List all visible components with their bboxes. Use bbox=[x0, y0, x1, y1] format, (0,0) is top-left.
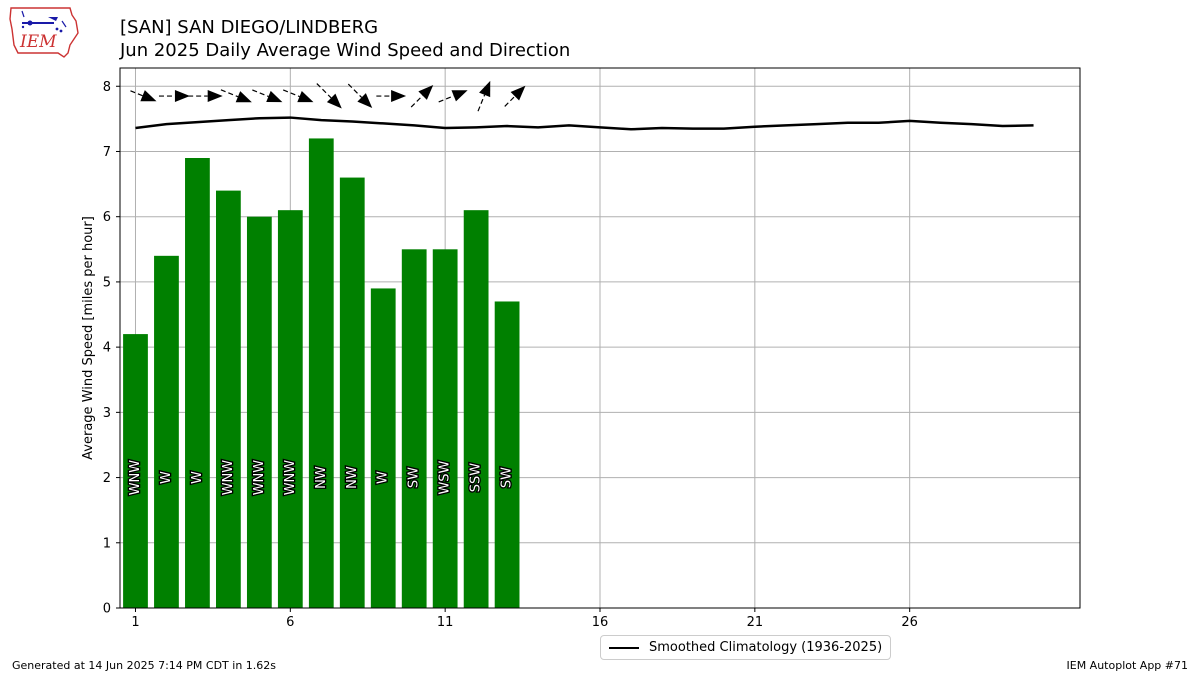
y-tick-label: 4 bbox=[103, 341, 111, 356]
direction-label: SSW bbox=[469, 463, 484, 493]
bar bbox=[432, 249, 458, 608]
wind-arrow bbox=[477, 80, 491, 112]
x-tick-label: 6 bbox=[286, 615, 294, 630]
climatology-line bbox=[135, 116, 1034, 131]
y-axis-label: Average Wind Speed [miles per hour] bbox=[81, 216, 96, 460]
legend: Smoothed Climatology (1936-2025) bbox=[600, 635, 892, 660]
logo-text: IEM bbox=[19, 32, 57, 52]
wind-arrow bbox=[410, 85, 434, 108]
y-tick-label: 7 bbox=[103, 145, 111, 160]
direction-label: SW bbox=[500, 467, 515, 488]
iem-logo: IEM bbox=[8, 5, 80, 63]
x-tick-label: 11 bbox=[437, 615, 454, 630]
bar bbox=[339, 177, 365, 608]
wind-arrow bbox=[282, 89, 314, 103]
wind-arrow bbox=[252, 89, 283, 103]
legend-label: Smoothed Climatology (1936-2025) bbox=[649, 640, 883, 655]
bar bbox=[123, 334, 148, 608]
direction-label: NW bbox=[345, 466, 360, 489]
bar bbox=[401, 249, 427, 608]
climatology-line-layer bbox=[135, 116, 1034, 131]
direction-label: SW bbox=[407, 467, 422, 488]
bar bbox=[277, 210, 303, 608]
y-tick-label: 3 bbox=[103, 406, 111, 421]
y-tick-label: 0 bbox=[103, 602, 111, 617]
wind-arrow bbox=[504, 85, 526, 107]
direction-label: NW bbox=[314, 466, 329, 489]
chart-title-line2: Jun 2025 Daily Average Wind Speed and Di… bbox=[120, 40, 571, 61]
wind-arrow bbox=[376, 90, 407, 103]
bar bbox=[370, 288, 396, 608]
direction-label: WNW bbox=[128, 460, 143, 496]
direction-label: WSW bbox=[438, 460, 453, 494]
wind-arrow bbox=[438, 90, 468, 103]
direction-label: WNW bbox=[252, 460, 267, 496]
direction-label: W bbox=[159, 471, 174, 484]
direction-label: W bbox=[190, 471, 205, 484]
chart-title-line1: [SAN] SAN DIEGO/LINDBERG bbox=[120, 17, 379, 38]
x-tick-label: 26 bbox=[901, 615, 918, 630]
bars bbox=[123, 138, 520, 608]
bar bbox=[154, 255, 179, 608]
bar bbox=[185, 158, 210, 608]
y-tick-label: 2 bbox=[103, 471, 111, 486]
wind-arrow bbox=[316, 83, 342, 109]
wind-arrows bbox=[130, 80, 526, 112]
wind-arrow bbox=[347, 83, 373, 109]
y-tick-label: 6 bbox=[103, 210, 111, 225]
bar bbox=[463, 210, 489, 608]
iem-iowa-logo-icon: IEM bbox=[9, 7, 79, 58]
bar bbox=[494, 301, 520, 608]
wind-arrow bbox=[158, 90, 190, 103]
direction-labels: WNW W W WNW WNW WNW NW NW W SW WSW SSW SW bbox=[127, 458, 516, 496]
footer-generated-text: Generated at 14 Jun 2025 7:14 PM CDT in … bbox=[12, 659, 277, 672]
x-tick-label: 16 bbox=[592, 615, 609, 630]
direction-label: W bbox=[376, 471, 391, 484]
y-tick-label: 1 bbox=[103, 536, 111, 551]
y-tick-label: 8 bbox=[103, 80, 111, 95]
footer-app-text: IEM Autoplot App #71 bbox=[1066, 659, 1189, 672]
direction-label: WNW bbox=[221, 460, 236, 496]
y-tick-label: 5 bbox=[103, 275, 111, 290]
bar bbox=[308, 138, 334, 608]
bar bbox=[216, 190, 241, 608]
legend-line-swatch bbox=[609, 646, 639, 649]
bar bbox=[246, 216, 272, 608]
x-tick-label: 21 bbox=[747, 615, 764, 630]
wind-arrow bbox=[220, 89, 252, 103]
direction-label: WNW bbox=[283, 460, 298, 496]
wind-arrow bbox=[188, 90, 223, 103]
x-tick-label: 1 bbox=[131, 615, 139, 630]
wind-arrow bbox=[130, 90, 157, 102]
